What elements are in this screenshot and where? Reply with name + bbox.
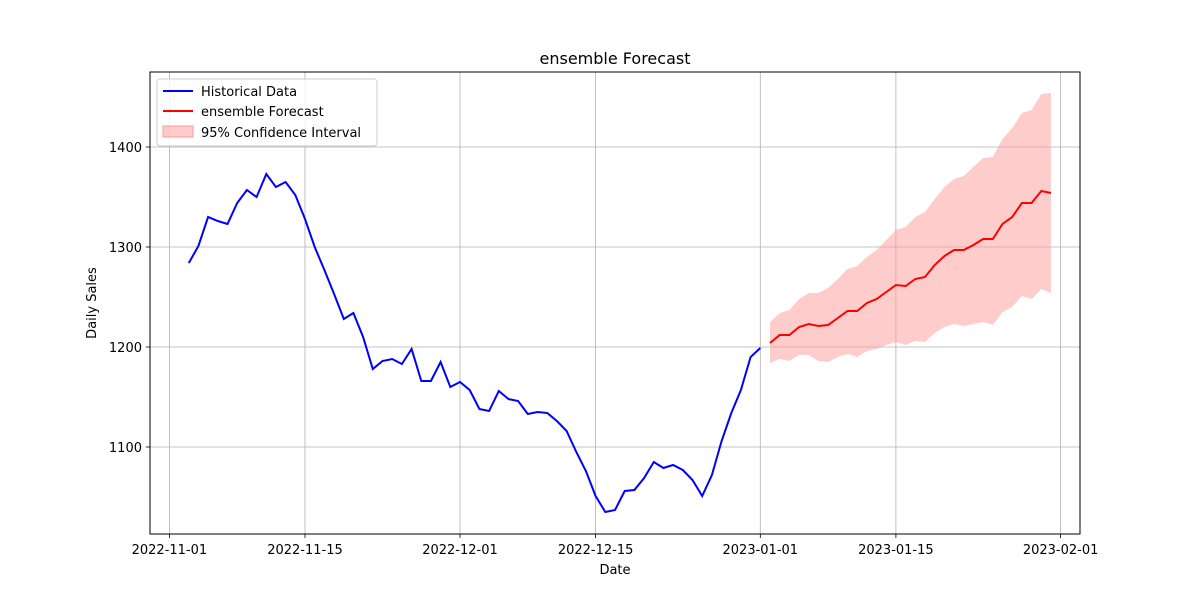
x-axis-ticks: 2022-11-01 2022-11-15 2022-12-01 2022-12-15… [132,534,1099,558]
y-tick-label: 1200 [109,341,142,356]
x-tick-label: 2022-11-15 [267,543,343,558]
x-axis-label: Date [599,563,630,578]
x-tick-label: 2023-02-01 [1023,543,1099,558]
legend-forecast-label: ensemble Forecast [201,105,324,120]
plot-frame [149,71,1081,535]
y-tick-label: 1100 [109,441,142,456]
legend-box [156,78,378,147]
confidence-interval-area [770,93,1051,363]
legend-ci-swatch [162,125,194,138]
y-tick-label: 1400 [109,141,142,156]
y-axis-label: Daily Sales [85,267,100,339]
historical-data-line [187,171,761,514]
chart-title: ensemble Forecast [540,49,691,68]
x-tick-label: 2023-01-01 [723,543,799,558]
legend-historical-label: Historical Data [201,85,297,100]
x-tick-label: 2022-11-01 [132,543,208,558]
legend: Historical Data ensemble Forecast 95% Co… [156,78,378,147]
y-axis-ticks: 1100 1200 1300 1400 [109,141,150,456]
x-tick-label: 2022-12-15 [558,543,634,558]
y-tick-label: 1300 [109,241,142,256]
x-tick-label: 2022-12-01 [422,543,498,558]
x-tick-label: 2023-01-15 [858,543,934,558]
forecast-line [769,189,1052,344]
legend-ci-label: 95% Confidence Interval [201,126,361,141]
